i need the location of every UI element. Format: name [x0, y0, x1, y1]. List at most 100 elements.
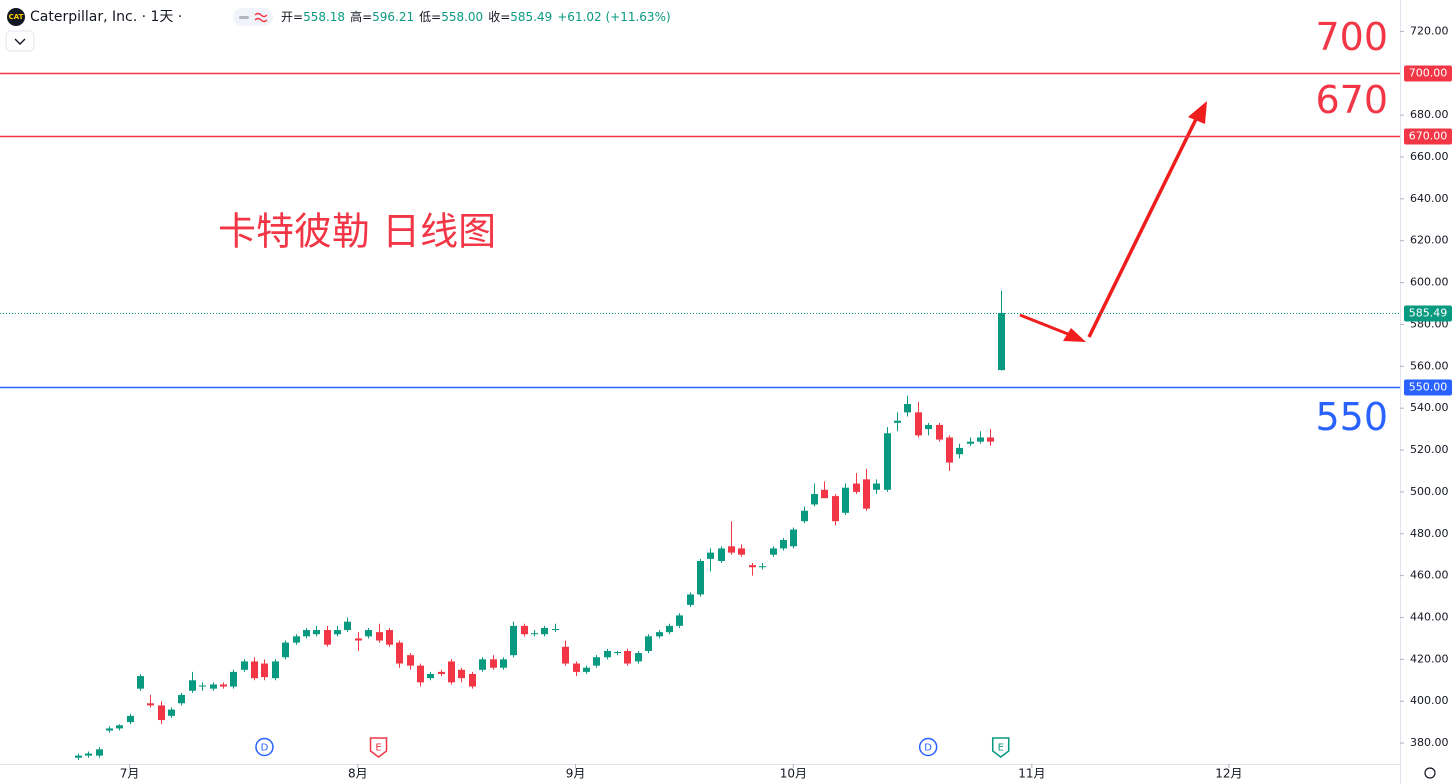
candle-body [469, 673, 476, 687]
ohlc-value: 596.21 [372, 10, 414, 24]
ohlc-header: 开=558.18 高=596.21 低=558.00 收=585.49 +61.02 (… [281, 9, 671, 24]
candle-body [666, 625, 673, 633]
event-label: E [998, 743, 1004, 754]
candle-body [832, 496, 839, 522]
candle-body [510, 625, 517, 656]
candle-body [811, 493, 818, 505]
candle-body [417, 665, 424, 683]
candle-body [977, 437, 984, 442]
candle-body [75, 755, 82, 758]
settings-icon[interactable] [1424, 767, 1436, 779]
x-tick-label: 11月 [1018, 767, 1045, 781]
ohlc-value: 558.00 [441, 10, 483, 24]
candle-body [925, 424, 932, 430]
candle-body [479, 659, 486, 670]
y-tick-label: 600.00 [1410, 276, 1449, 289]
event-marker [991, 737, 1010, 758]
candle-body [697, 560, 704, 595]
candle-body [293, 636, 300, 643]
candle-body [614, 652, 621, 654]
toggle-group[interactable] [233, 8, 273, 26]
candle-body [241, 661, 248, 670]
x-tick-label: 10月 [780, 767, 807, 781]
candle-body [500, 659, 507, 668]
candle-body [230, 671, 237, 687]
candle-body [635, 653, 642, 662]
candle-body [96, 749, 103, 756]
price-label: 670.00 [1409, 130, 1448, 143]
symbol-logo[interactable] [7, 8, 25, 26]
candle-body [624, 650, 631, 664]
candle-body [490, 659, 497, 668]
candle-body [604, 650, 611, 658]
candle-body [220, 684, 227, 687]
candle-body [676, 615, 683, 626]
candle-body [998, 312, 1005, 371]
candle-body [396, 642, 403, 664]
candle-body [790, 529, 797, 547]
y-tick-label: 480.00 [1410, 527, 1449, 540]
candle-body [904, 403, 911, 413]
price-label-box [1404, 128, 1452, 145]
candle-body [915, 412, 922, 436]
candle-body [85, 753, 92, 756]
candle-body [521, 625, 528, 635]
candle-body [894, 420, 901, 423]
candle-body [137, 676, 144, 689]
arrows [1019, 101, 1207, 342]
candle-body [863, 479, 870, 509]
candle-body [199, 685, 206, 687]
y-tick-label: 640.00 [1410, 192, 1449, 205]
level-text: 670 [1315, 78, 1388, 122]
event-label: D [924, 743, 932, 754]
candle-body [853, 483, 860, 492]
compare-icon [254, 12, 268, 23]
price-label: 700.00 [1409, 67, 1448, 80]
y-tick-label: 720.00 [1410, 24, 1449, 37]
candle-body [531, 633, 538, 635]
y-tick-label: 420.00 [1410, 652, 1449, 665]
candle-body [884, 433, 891, 490]
ohlc-label: 低= [419, 10, 441, 24]
candle-body [770, 548, 777, 555]
event-marker [255, 737, 274, 757]
price-label-box [1404, 379, 1452, 396]
chevron-icon [14, 38, 26, 45]
candle-body [158, 705, 165, 721]
last-price-box [1404, 305, 1452, 322]
candle-body [355, 638, 362, 641]
candle-body [821, 489, 828, 499]
candle-body [656, 632, 663, 637]
candle-body [749, 565, 756, 568]
candle-body [738, 548, 745, 555]
candle-body [272, 661, 279, 679]
collapse-button[interactable] [5, 30, 35, 52]
candle-body [168, 709, 175, 716]
y-tick-label: 380.00 [1410, 736, 1449, 749]
logo-mark: CAT [9, 13, 24, 21]
candle-body [842, 487, 849, 513]
ohlc-label: 开= [281, 10, 303, 24]
y-tick-label: 400.00 [1410, 694, 1449, 707]
ohlc-value: 585.49 [510, 10, 552, 24]
x-tick-label: 12月 [1215, 767, 1242, 781]
candle-body [407, 655, 414, 666]
arrow-shaft [1087, 114, 1200, 338]
y-tick-label: 620.00 [1410, 234, 1449, 247]
candle-body [573, 663, 580, 672]
event-label: E [375, 743, 381, 754]
price-label-box [1404, 65, 1452, 82]
candle-body [583, 667, 590, 672]
change-value: +61.02 (+11.63%) [557, 10, 670, 24]
chart-title[interactable]: Caterpillar, Inc. · 1天 · [30, 9, 182, 25]
arrow-head [1188, 101, 1207, 124]
candle-body [427, 673, 434, 679]
event-label: D [261, 743, 269, 754]
candle-body [541, 627, 548, 635]
x-tick-label: 7月 [120, 767, 140, 781]
candle-body [189, 680, 196, 691]
candle-body [728, 546, 735, 553]
candle-body [344, 621, 351, 631]
